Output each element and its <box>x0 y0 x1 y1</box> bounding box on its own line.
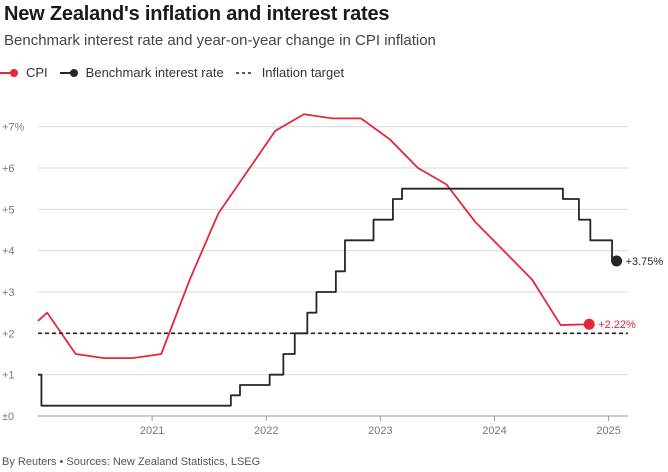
legend-swatch-cpi <box>0 68 18 77</box>
y-tick-label-6: +6 <box>2 163 15 175</box>
x-tick-label-1: 2022 <box>254 425 278 437</box>
legend-swatch-target <box>235 71 254 74</box>
y-tick-label-4: +4 <box>2 246 15 258</box>
legend-swatch-rate <box>59 68 78 77</box>
y-tick-label-0: ±0 <box>2 411 14 423</box>
series-end-point-1 <box>611 255 623 267</box>
series-end-label-0: +2.22% <box>598 319 636 331</box>
legend-label-cpi: CPI <box>26 65 48 80</box>
chart-subtitle: Benchmark interest rate and year-on-year… <box>4 32 436 49</box>
series-line-0 <box>37 113 590 360</box>
series-end-label-1: +3.75% <box>626 256 664 268</box>
legend-item-rate: Benchmark interest rate <box>59 65 224 80</box>
x-tick-label-2: 2023 <box>368 425 392 437</box>
series-line-1 <box>38 187 617 407</box>
source-footer: By Reuters • Sources: New Zealand Statis… <box>2 456 261 468</box>
legend-label-target: Inflation target <box>261 65 345 80</box>
y-tick-label-7: +7% <box>2 122 25 134</box>
x-tick-label-3: 2024 <box>482 425 506 437</box>
chart-title: New Zealand's inflation and interest rat… <box>4 3 390 25</box>
legend-item-target: Inflation target <box>235 65 345 80</box>
y-tick-label-3: +3 <box>2 287 15 299</box>
legend-item-cpi: CPI <box>0 65 48 80</box>
y-tick-label-2: +2 <box>2 328 15 340</box>
y-tick-label-5: +5 <box>2 204 15 216</box>
legend-label-rate: Benchmark interest rate <box>85 65 224 80</box>
y-tick-label-1: +1 <box>2 370 15 382</box>
series-end-point-0 <box>583 318 595 330</box>
x-tick-label-0: 2021 <box>140 425 164 437</box>
legend: CPI Benchmark interest rate Inflation ta… <box>0 65 356 80</box>
x-tick-label-4: 2025 <box>596 425 620 437</box>
